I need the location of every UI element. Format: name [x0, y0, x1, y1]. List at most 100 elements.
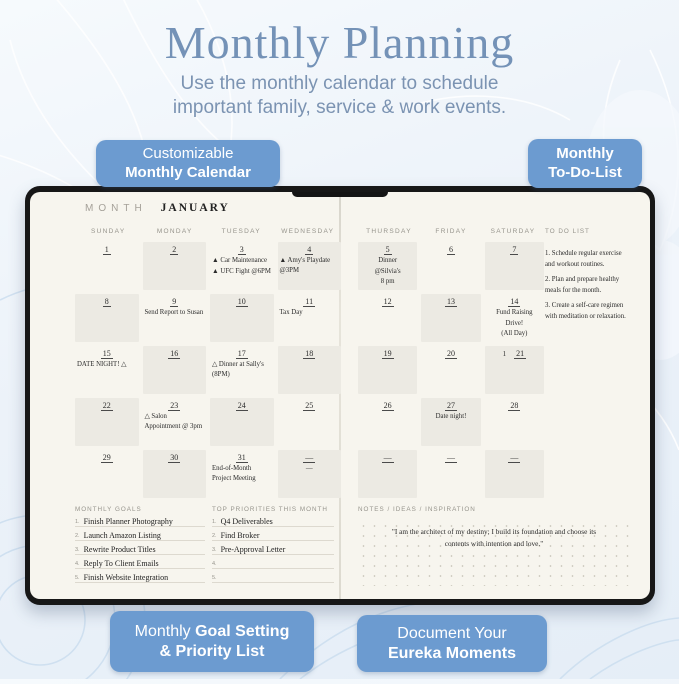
- calendar-event: Tax Day: [279, 309, 303, 316]
- page-spine: [339, 192, 341, 599]
- calendar-event: End-of-Month Project Meeting: [212, 465, 256, 482]
- date-number: —: [381, 453, 394, 463]
- calendar-event: —: [305, 465, 313, 472]
- notes-section: NOTES / IDEAS / INSPIRATION "I am the ar…: [358, 506, 630, 586]
- cell-date: 10: [210, 297, 274, 307]
- list-item: 4. Reply To Client Emails: [75, 556, 205, 569]
- calendar-event: @Silvia's: [374, 267, 401, 275]
- date-number: 25: [303, 401, 316, 411]
- date-number: —: [508, 453, 521, 463]
- badge-line: Monthly Goal Setting: [134, 622, 290, 640]
- calendar-cell: 31 End-of-Month Project Meeting: [210, 450, 274, 498]
- item-text: Find Broker: [220, 531, 260, 540]
- item-number: 3.: [212, 547, 217, 553]
- list-item: 4.: [212, 556, 334, 569]
- date-number: —: [444, 453, 457, 463]
- date-number: 13: [444, 297, 457, 307]
- calendar-cell: 22: [75, 398, 139, 446]
- todo-items: 1. Schedule regular exercise and workout…: [545, 249, 629, 322]
- weekday-label: MONDAY: [156, 228, 193, 235]
- badge-monthly-to-do-list: Monthly To-Do-List: [528, 139, 642, 188]
- date-number: 14: [508, 297, 521, 307]
- cover-notch: [292, 192, 388, 197]
- list-item: 1. Q4 Deliverables: [212, 514, 334, 527]
- calendar-cell: 2: [142, 242, 206, 290]
- calendar-cell: 13: [421, 294, 481, 342]
- item-number: 1.: [75, 519, 80, 525]
- quote-line-1: "I am the architect of my destiny; I bui…: [391, 527, 597, 536]
- top-priorities-title: TOP PRIORITIES THIS MONTH: [212, 506, 328, 513]
- item-number: 5.: [212, 575, 217, 581]
- item-text: Pre-Approval Letter: [220, 545, 286, 554]
- item-text: Reply To Client Emails: [83, 559, 159, 568]
- calendar-cell: 23 △ Salon Appointment @ 3pm: [143, 398, 207, 446]
- weekday-header-row: SUNDAY MONDAY TUESDAY WEDNESDAY: [75, 228, 341, 235]
- planner-pages: MONTH JANUARY SUNDAY MONDAY TUESDAY WEDNESD…: [30, 192, 650, 599]
- monthly-goals-title: MONTHLY GOALS: [75, 506, 142, 513]
- calendar-event: ▲ UFC Fight @6PM: [212, 267, 271, 275]
- monthly-goals-list: 1. Finish Planner Photography 2. Launch Ama…: [75, 514, 205, 583]
- cell-date: 19: [358, 349, 417, 359]
- date-number: 4: [305, 245, 314, 255]
- calendar-event: DATE NIGHT! △: [77, 361, 127, 368]
- calendar-grid-right: 5 Dinner @Silvia's 8 pm 6 7 12 13 14 Fund Raising…: [358, 242, 544, 498]
- item-text: Launch Amazon Listing: [83, 531, 161, 540]
- badge-line: Monthly Calendar: [125, 163, 251, 181]
- calendar-cell: 18: [277, 346, 342, 394]
- calendar-cell: —: [484, 450, 544, 498]
- month-header: MONTH JANUARY: [85, 202, 230, 214]
- calendar-cell: 28: [485, 398, 544, 446]
- page-title: Monthly Planning: [164, 17, 515, 68]
- cell-date: 28: [485, 401, 544, 411]
- cell-date: 23: [143, 401, 207, 411]
- calendar-cell: 1: [75, 242, 139, 290]
- date-number: 7: [510, 245, 519, 255]
- calendar-cell: 5 Dinner @Silvia's 8 pm: [358, 242, 418, 290]
- month-value-handwritten: JANUARY: [160, 202, 230, 214]
- date-number: 17: [235, 349, 248, 359]
- cell-date: 31: [210, 453, 274, 463]
- item-text: Finish Planner Photography: [83, 517, 173, 526]
- date-number: 1: [102, 245, 111, 255]
- item-text: Rewrite Product Titles: [83, 545, 156, 554]
- date-number: 19: [381, 349, 394, 359]
- badge-customizable-monthly-calendar: Customizable Monthly Calendar: [96, 140, 280, 187]
- cell-date: 8: [75, 297, 139, 307]
- weekday-label: THURSDAY: [366, 228, 412, 235]
- badge-line: & Priority List: [159, 642, 265, 660]
- cell-date: 18: [278, 349, 342, 359]
- item-text: Finish Website Integration: [83, 573, 169, 582]
- cell-date: 26: [358, 401, 417, 411]
- calendar-event: Drive!: [505, 319, 524, 327]
- calendar-cell: 14 Fund Raising Drive! (All Day): [485, 294, 544, 342]
- item-number: 3.: [75, 547, 80, 553]
- calendar-cell: 20: [421, 346, 480, 394]
- month-label: MONTH: [85, 203, 147, 214]
- date-number: 12: [381, 297, 394, 307]
- calendar-cell: 10: [210, 294, 274, 342]
- inspiration-quote: "I am the architect of my destiny; I bui…: [358, 526, 630, 549]
- cell-date: 27: [421, 401, 480, 411]
- date-number: 2: [170, 245, 179, 255]
- weekday-label: WEDNESDAY: [281, 228, 335, 235]
- calendar-cell: — —: [277, 450, 341, 498]
- cell-date: 3: [210, 245, 274, 255]
- calendar-cell: 7: [484, 242, 544, 290]
- badge-line: Document Your: [397, 624, 507, 642]
- calendar-cell: 26: [358, 398, 417, 446]
- cell-date: 13: [421, 297, 480, 307]
- planner-notebook: MONTH JANUARY SUNDAY MONDAY TUESDAY WEDNESD…: [25, 186, 655, 605]
- date-number: 28: [508, 401, 521, 411]
- cell-date: 22: [75, 401, 139, 411]
- cell-date: 15: [75, 349, 139, 359]
- item-number: 4.: [75, 561, 80, 567]
- calendar-event: ▲ Car Maintenance: [212, 257, 268, 264]
- date-number: 3: [237, 245, 246, 255]
- calendar-event: 8 pm: [380, 278, 395, 286]
- weekday-label: SATURDAY: [490, 228, 536, 235]
- calendar-event: (All Day): [501, 330, 528, 338]
- cell-date: 25: [278, 401, 342, 411]
- list-item: 5. Finish Website Integration: [75, 570, 205, 583]
- cell-date: 1 21: [485, 349, 544, 359]
- date-number: 16: [168, 349, 181, 359]
